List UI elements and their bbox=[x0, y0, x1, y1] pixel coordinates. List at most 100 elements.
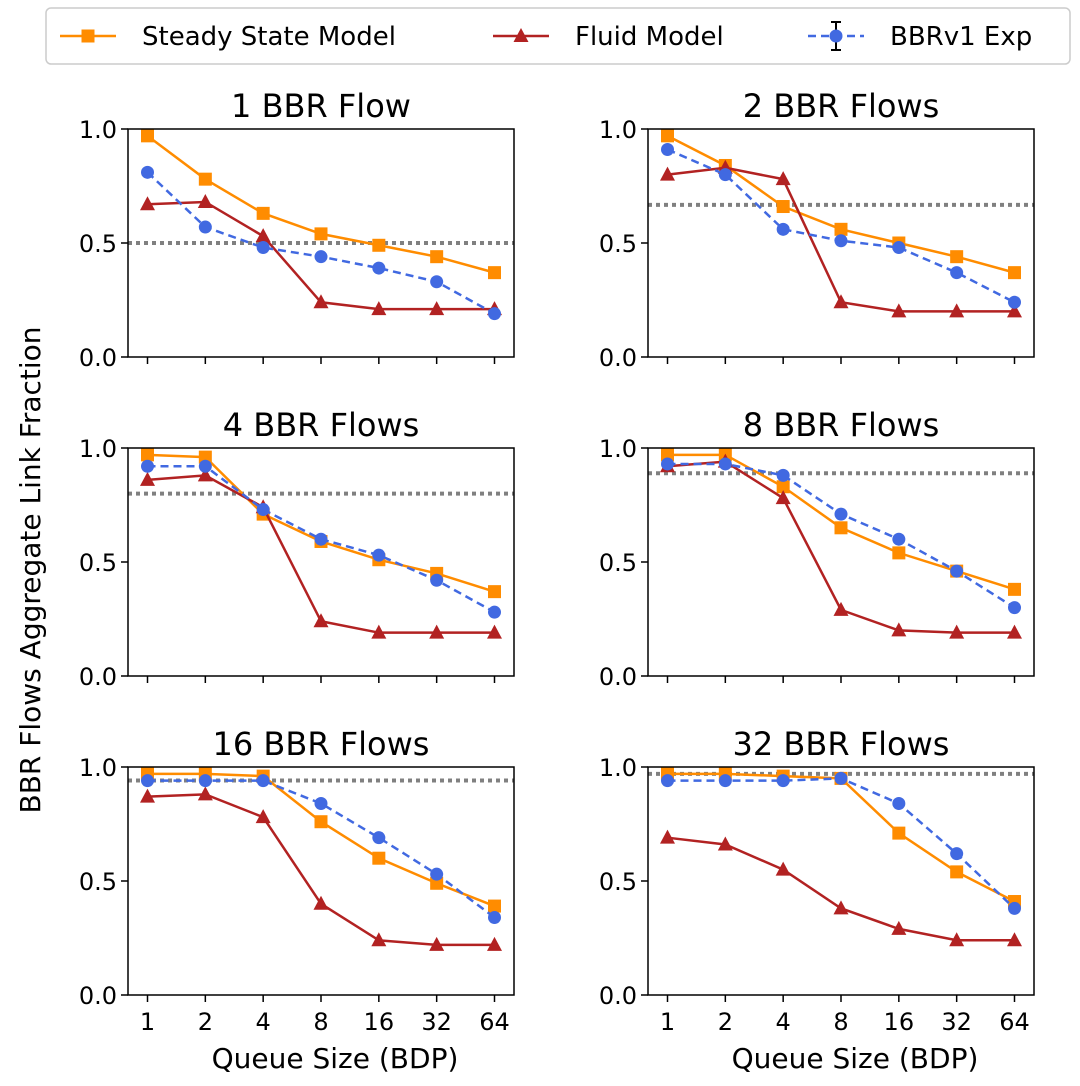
data-point bbox=[429, 936, 445, 951]
data-point bbox=[661, 143, 674, 157]
panel-title: 1 BBR Flow bbox=[231, 87, 411, 125]
legend-label: BBRv1 Exp bbox=[890, 22, 1032, 52]
panel-title: 32 BBR Flows bbox=[733, 725, 950, 763]
series-steady-state-model bbox=[141, 448, 501, 599]
data-point bbox=[833, 601, 849, 616]
y-axis-label: BBR Flows Aggregate Link Fraction bbox=[14, 326, 47, 813]
data-point bbox=[198, 459, 212, 473]
series-steady-state-model bbox=[661, 448, 1021, 596]
series-fluid-model bbox=[660, 453, 1022, 639]
y-tick-label: 0.0 bbox=[599, 344, 637, 372]
series-steady-state-model bbox=[141, 767, 501, 913]
data-point bbox=[718, 168, 732, 182]
series-fluid-model bbox=[660, 159, 1022, 318]
data-point bbox=[891, 303, 907, 318]
y-tick-label: 1.0 bbox=[599, 435, 637, 463]
data-point bbox=[660, 166, 675, 181]
data-point bbox=[950, 266, 964, 280]
panel-title: 8 BBR Flows bbox=[743, 406, 940, 444]
x-tick-label: 8 bbox=[833, 1008, 848, 1036]
x-tick-label: 32 bbox=[421, 1008, 452, 1036]
y-tick-label: 1.0 bbox=[599, 754, 637, 782]
legend-item-fluid-model: Fluid Model bbox=[493, 22, 724, 52]
series-bbrv1-exp bbox=[661, 143, 1021, 309]
data-point bbox=[371, 624, 387, 639]
data-point bbox=[833, 294, 849, 309]
data-point bbox=[891, 920, 907, 935]
legend-label: Fluid Model bbox=[575, 22, 724, 52]
series-line bbox=[667, 772, 1016, 903]
data-point bbox=[834, 771, 848, 785]
series-fluid-model bbox=[140, 467, 502, 639]
data-point bbox=[198, 774, 212, 788]
data-point bbox=[892, 532, 906, 546]
data-point bbox=[775, 861, 791, 876]
y-tick-label: 0.5 bbox=[79, 868, 117, 896]
plot-frame bbox=[647, 447, 1035, 677]
plot-frame bbox=[647, 128, 1035, 358]
data-point bbox=[776, 774, 790, 788]
x-axis-label-left: Queue Size (BDP) bbox=[212, 1042, 459, 1075]
data-point bbox=[140, 471, 155, 486]
data-point bbox=[429, 624, 445, 639]
data-point bbox=[833, 900, 849, 915]
data-point bbox=[314, 227, 328, 241]
data-point bbox=[1008, 901, 1021, 915]
y-tick-label: 0.5 bbox=[599, 230, 637, 258]
data-point bbox=[313, 613, 329, 628]
data-point bbox=[141, 165, 154, 179]
data-point bbox=[488, 266, 501, 280]
data-point bbox=[372, 831, 386, 845]
data-point bbox=[717, 836, 733, 851]
data-point bbox=[834, 222, 848, 236]
data-point bbox=[661, 448, 674, 462]
data-point bbox=[256, 503, 270, 517]
legend-frame bbox=[45, 7, 1071, 65]
data-point bbox=[430, 573, 444, 587]
data-point bbox=[372, 238, 386, 252]
data-point bbox=[1007, 303, 1022, 318]
data-point bbox=[314, 796, 328, 810]
data-point bbox=[775, 171, 791, 186]
data-point bbox=[776, 480, 790, 494]
data-point bbox=[141, 774, 154, 788]
legend-label: Steady State Model bbox=[142, 22, 396, 52]
y-tick-label: 0.0 bbox=[79, 344, 117, 372]
x-tick-label: 2 bbox=[718, 1008, 733, 1036]
panel-title: 4 BBR Flows bbox=[223, 406, 420, 444]
series-bbrv1-exp bbox=[141, 459, 501, 619]
legend-marker bbox=[81, 29, 95, 43]
data-point bbox=[1008, 295, 1021, 309]
series-line bbox=[147, 474, 495, 634]
plot-frame bbox=[127, 766, 515, 996]
data-point bbox=[372, 851, 386, 865]
data-point bbox=[892, 241, 906, 255]
x-tick-label: 8 bbox=[313, 1008, 328, 1036]
data-point bbox=[1008, 266, 1021, 280]
data-point bbox=[892, 546, 906, 560]
data-point bbox=[371, 301, 387, 316]
series-fluid-model bbox=[140, 786, 502, 951]
panel-4-bbr-flows: 4 BBR Flows 0.0 0.5 1.0 bbox=[79, 406, 515, 691]
x-tick-label: 2 bbox=[198, 1008, 213, 1036]
data-point bbox=[488, 307, 501, 321]
y-tick-label: 0.5 bbox=[599, 868, 637, 896]
y-tick-label: 0.5 bbox=[79, 230, 117, 258]
data-point bbox=[256, 774, 270, 788]
data-point bbox=[487, 936, 502, 951]
data-point bbox=[430, 250, 444, 264]
x-tick-label: 4 bbox=[776, 1008, 791, 1036]
series-bbrv1-exp bbox=[141, 165, 501, 321]
data-point bbox=[430, 867, 444, 881]
data-point bbox=[488, 605, 501, 619]
panel-32-bbr-flows: 32 BBR Flows 0.0 0.5 1.0 1 2 4 8 16 32 64 bbox=[599, 725, 1035, 1036]
data-point bbox=[950, 865, 964, 879]
y-tick-label: 0.5 bbox=[599, 549, 637, 577]
data-point bbox=[834, 507, 848, 521]
plot-frame bbox=[127, 447, 515, 677]
data-point bbox=[776, 468, 790, 482]
y-tick-label: 0.0 bbox=[599, 982, 637, 1010]
data-point bbox=[197, 786, 213, 801]
data-point bbox=[140, 196, 155, 211]
